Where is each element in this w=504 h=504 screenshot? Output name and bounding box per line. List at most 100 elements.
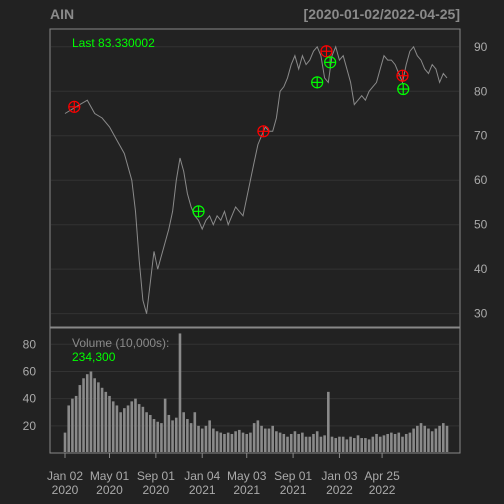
x-tick-label: Jan 02	[47, 469, 83, 483]
volume-bar	[427, 428, 430, 452]
volume-bar	[93, 378, 96, 452]
volume-bar	[263, 428, 267, 452]
volume-bar	[97, 382, 100, 452]
volume-bar	[301, 432, 304, 452]
volume-bar	[315, 431, 319, 452]
volume-bar	[174, 417, 178, 452]
x-tick-year: 2020	[143, 483, 170, 497]
volume-bar	[189, 423, 193, 452]
volume-bar	[412, 428, 415, 452]
volume-bar	[212, 428, 215, 452]
volume-bar	[78, 385, 82, 452]
volume-bar	[286, 436, 289, 452]
sell-marker	[257, 125, 270, 138]
volume-bar	[193, 412, 197, 452]
x-tick-label: May 03	[227, 469, 267, 483]
volume-tick-label: 40	[23, 392, 37, 406]
sell-marker	[320, 45, 333, 58]
x-tick-label: May 01	[90, 469, 130, 483]
volume-bar	[345, 439, 349, 452]
volume-bar	[312, 433, 315, 452]
volume-bar	[67, 405, 71, 452]
volume-bar	[111, 401, 115, 452]
x-tick-year: 2022	[369, 483, 396, 497]
price-tick-label: 40	[474, 262, 488, 276]
volume-bar	[108, 395, 111, 452]
volume-bar	[304, 436, 308, 452]
volume-bar	[308, 436, 312, 452]
volume-bar	[152, 419, 156, 452]
volume-bar	[186, 419, 189, 452]
price-axis: 30 40 50 60 70 80 90	[474, 40, 488, 321]
volume-bar	[74, 395, 78, 452]
volume-last-value: 234,300	[72, 350, 116, 364]
volume-bar	[408, 432, 412, 452]
volume-bar	[197, 425, 200, 452]
buy-marker	[397, 82, 410, 96]
volume-tick-label: 20	[23, 419, 37, 433]
volume-tick-label: 80	[23, 337, 37, 351]
volume-bar	[278, 432, 282, 452]
price-tick-label: 50	[474, 218, 488, 232]
price-tick-label: 60	[474, 173, 488, 187]
volume-bar	[130, 401, 134, 452]
volume-bar	[330, 436, 334, 452]
volume-bar	[271, 425, 274, 452]
volume-bars	[63, 333, 449, 452]
volume-bar	[356, 435, 360, 452]
volume-bar	[123, 408, 126, 452]
x-tick-label: Jan 03	[321, 469, 357, 483]
volume-bar	[260, 425, 263, 452]
volume-bar	[382, 435, 386, 452]
volume-bar	[360, 438, 363, 452]
last-price-label: Last 83.330002	[72, 36, 155, 50]
volume-bar	[334, 438, 338, 452]
x-tick-year: 2021	[280, 483, 307, 497]
x-tick-year: 2020	[52, 483, 79, 497]
volume-bar	[245, 433, 249, 452]
volume-bar	[178, 333, 182, 452]
volume-bar	[226, 432, 230, 452]
volume-bar	[137, 404, 141, 452]
price-line	[64, 45, 448, 314]
volume-bar	[234, 431, 237, 452]
buy-marker	[324, 56, 337, 69]
volume-bar	[393, 433, 397, 452]
volume-tick-label: 60	[23, 364, 37, 378]
price-tick-label: 90	[474, 40, 488, 54]
volume-bar	[215, 431, 219, 452]
volume-bar	[256, 420, 260, 452]
volume-bar	[367, 439, 371, 452]
volume-bar	[341, 436, 345, 452]
volume-bar	[390, 432, 393, 452]
volume-bar	[223, 433, 226, 452]
sell-marker	[68, 100, 81, 113]
x-tick-label: Sep 01	[137, 469, 175, 483]
volume-bar	[82, 378, 85, 452]
volume-bar	[319, 436, 323, 452]
volume-bar	[160, 423, 163, 452]
volume-bar	[252, 423, 256, 452]
sell-marker	[396, 69, 409, 82]
x-tick-year: 2020	[96, 483, 123, 497]
volume-bar	[149, 414, 152, 452]
volume-bar	[386, 433, 389, 452]
volume-bar	[204, 425, 208, 452]
volume-bar	[352, 438, 356, 452]
volume-bar	[323, 435, 326, 452]
volume-bar	[434, 428, 438, 452]
volume-bar	[171, 420, 174, 452]
volume-bar	[182, 412, 185, 452]
volume-bar	[208, 420, 211, 452]
volume-bar	[126, 405, 130, 452]
x-tick-year: 2021	[233, 483, 260, 497]
volume-bar	[401, 436, 404, 452]
volume-bar	[249, 432, 252, 452]
volume-bar	[338, 436, 341, 452]
volume-bar	[167, 414, 171, 452]
volume-bar	[375, 433, 378, 452]
volume-bar	[297, 433, 300, 452]
chart-title: AIN	[50, 6, 74, 22]
volume-bar	[275, 431, 278, 452]
